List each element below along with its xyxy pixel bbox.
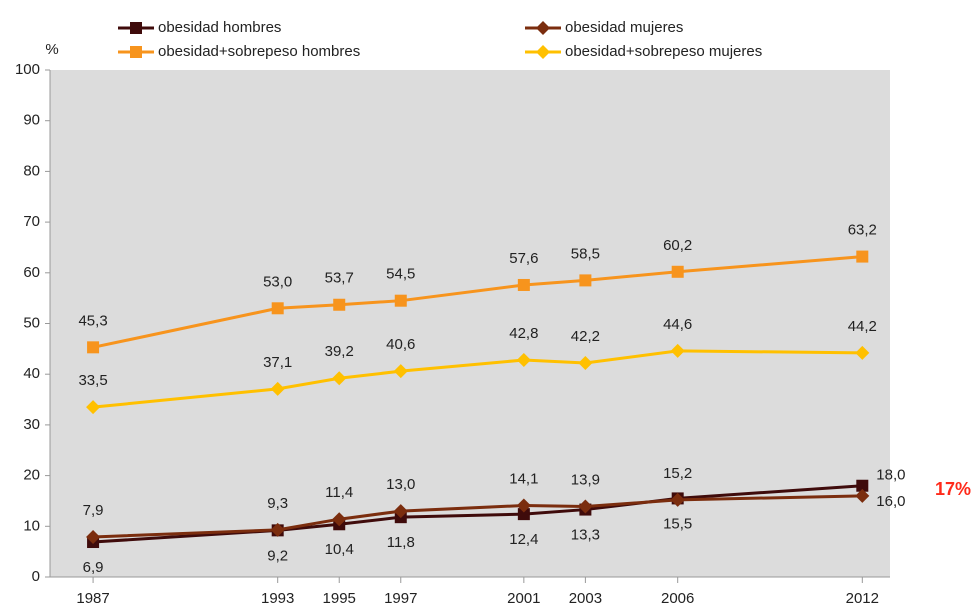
x-tick-label: 2001 [507,590,540,607]
data-point [272,302,284,314]
data-label: 33,5 [78,372,107,389]
x-tick-label: 2003 [569,590,602,607]
legend-marker [130,46,142,58]
legend-marker [536,45,550,59]
data-label: 39,2 [325,343,354,360]
data-point [579,274,591,286]
data-point [856,251,868,263]
x-tick-label: 1997 [384,590,417,607]
data-label: 54,5 [386,266,415,283]
legend-label: obesidad+sobrepeso hombres [158,43,360,60]
y-tick-label: 80 [23,162,40,179]
data-label: 57,6 [509,250,538,267]
data-label: 7,9 [83,502,104,519]
y-tick-label: 70 [23,213,40,230]
data-label: 13,9 [571,471,600,488]
data-label: 53,7 [325,270,354,287]
x-tick-label: 1987 [76,590,109,607]
data-label: 15,2 [663,465,692,482]
chart: % 17% 0 10 20 30 40 50 60 70 80 90 100 1987 1993 1995… [0,0,977,610]
legend-label: obesidad+sobrepeso mujeres [565,43,762,60]
annotation: 17% [935,479,971,499]
data-point [87,341,99,353]
x-tick-label: 1993 [261,590,294,607]
x-tick-label: 2012 [846,590,879,607]
data-label: 42,2 [571,328,600,345]
y-axis-label: % [45,41,58,58]
data-point [395,295,407,307]
y-tick-label: 40 [23,365,40,382]
data-label: 37,1 [263,354,292,371]
data-point [333,299,345,311]
y-tick-label: 0 [32,568,40,585]
data-label: 18,0 [876,467,905,484]
data-label: 13,0 [386,476,415,493]
x-tick-label: 1995 [323,590,356,607]
legend-label: obesidad mujeres [565,19,683,36]
y-tick-label: 10 [23,517,40,534]
data-label: 10,4 [325,541,354,558]
legend-label: obesidad hombres [158,19,281,36]
data-label: 13,3 [571,527,600,544]
y-tick-label: 100 [15,61,40,78]
data-label: 44,6 [663,316,692,333]
y-tick-label: 60 [23,264,40,281]
plot-area [50,70,890,577]
data-label: 15,5 [663,515,692,532]
data-label: 42,8 [509,325,538,342]
data-label: 11,8 [387,534,415,551]
y-tick-label: 20 [23,467,40,484]
data-label: 58,5 [571,245,600,262]
data-point [672,266,684,278]
data-label: 40,6 [386,336,415,353]
data-label: 16,0 [876,493,905,510]
data-label: 6,9 [83,559,104,576]
data-label: 63,2 [848,222,877,239]
data-label: 14,1 [509,470,538,487]
data-label: 12,4 [509,531,538,548]
y-tick-label: 50 [23,314,40,331]
legend-marker [130,22,142,34]
data-label: 9,2 [267,547,288,564]
data-label: 44,2 [848,318,877,335]
data-label: 9,3 [267,495,288,512]
x-tick-label: 2006 [661,590,694,607]
data-label: 60,2 [663,237,692,254]
data-point [518,279,530,291]
data-label: 53,0 [263,273,292,290]
y-tick-label: 30 [23,416,40,433]
y-tick-label: 90 [23,112,40,129]
legend-marker [536,21,550,35]
data-label: 45,3 [78,312,107,329]
data-label: 11,4 [325,484,353,501]
